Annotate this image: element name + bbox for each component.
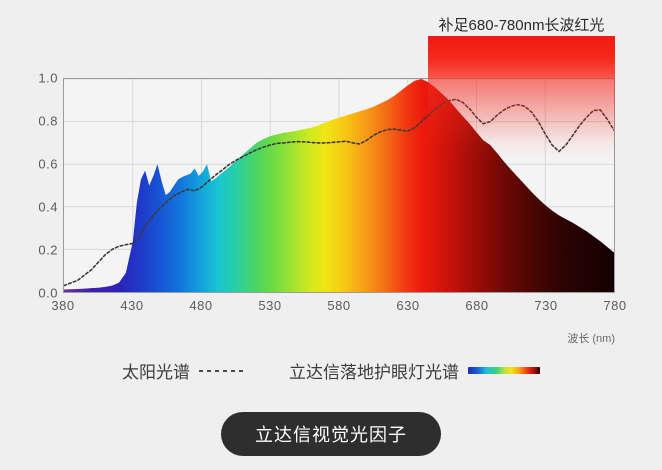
- x-tick-label: 530: [258, 298, 282, 313]
- chart-legend: 太阳光谱 立达信落地护眼灯光谱: [0, 358, 662, 383]
- x-tick-label: 630: [396, 298, 420, 313]
- footer-badge: 立达信视觉光因子: [221, 412, 441, 456]
- x-axis-ticks: 380 430 480 530 580 630 680 730 780: [51, 298, 626, 320]
- y-tick-label: 0.6: [38, 156, 58, 172]
- y-tick-label: 0.0: [38, 285, 58, 301]
- x-tick-label: 480: [189, 298, 213, 313]
- plot-inner: [64, 79, 614, 292]
- x-tick-label: 780: [603, 298, 627, 313]
- y-tick-label: 0.2: [38, 242, 58, 258]
- x-tick-label: 430: [120, 298, 144, 313]
- y-tick-label: 0.4: [38, 199, 58, 215]
- x-tick-label: 730: [534, 298, 558, 313]
- legend-label-lamp: 立达信落地护眼灯光谱: [289, 363, 459, 382]
- x-tick-label: 580: [327, 298, 351, 313]
- y-tick-label: 1.0: [38, 70, 58, 86]
- x-tick-label: 680: [465, 298, 489, 313]
- legend-label-sun: 太阳光谱: [122, 363, 190, 382]
- y-axis-ticks: 1.0 0.8 0.6 0.4 0.2 0.0: [18, 71, 58, 301]
- y-tick-label: 0.8: [38, 113, 58, 129]
- dotted-line-icon: [199, 369, 243, 372]
- chart-plot-area: [63, 78, 615, 293]
- spectrum-curves-svg: [64, 79, 614, 292]
- legend-item-lamp[interactable]: 立达信落地护眼灯光谱: [289, 358, 540, 383]
- x-tick-label: 380: [51, 298, 75, 313]
- red-band-highlight: [428, 36, 615, 78]
- annotation-title: 补足680-780nm长波红光: [438, 17, 605, 34]
- x-axis-label: 波长 (nm): [567, 333, 615, 345]
- spectrum-bar-icon: [468, 367, 540, 374]
- legend-item-sun[interactable]: 太阳光谱: [122, 358, 243, 383]
